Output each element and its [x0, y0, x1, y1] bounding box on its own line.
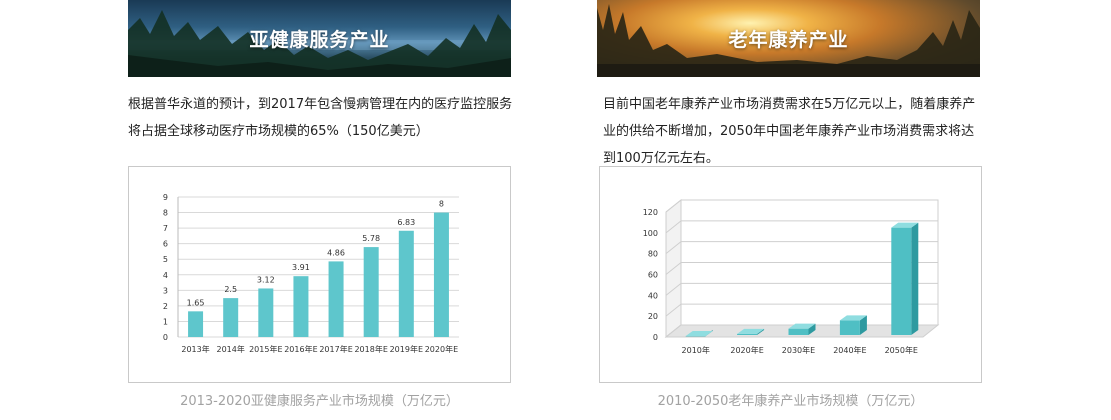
- y-gridline: [665, 282, 682, 296]
- bar: [363, 247, 379, 337]
- bar: [757, 328, 765, 335]
- y-tick-label: 5: [163, 255, 168, 264]
- y-tick-label: 40: [648, 291, 658, 300]
- y-tick-label: 2: [163, 302, 168, 311]
- y-tick-label: 120: [643, 208, 658, 217]
- y-tick-label: 20: [648, 312, 658, 321]
- subhealth-bar-chart: 0 1 2 3 4 5 6 7 8 9 1.65 2013年 2.5 2014年 3.12 2015年E 3.9…: [163, 193, 459, 354]
- subhealth-paragraph: 根据普华永道的预计，到2017年包含慢病管理在内的医疗监控服务将占据全球移动医疗…: [128, 97, 513, 139]
- banner-title: 亚健康服务产业: [249, 29, 390, 51]
- y-gridline: [665, 241, 682, 255]
- data-label: 3.12: [257, 275, 275, 284]
- x-tick-label: 2010年: [682, 345, 710, 355]
- left-column: 亚健康服务产业 根据普华永道的预计，到2017年包含慢病管理在内的医疗监控服务将…: [128, 0, 512, 409]
- x-tick-label: 2017年E: [319, 344, 352, 354]
- data-label: 3.91: [292, 263, 310, 272]
- bar: [737, 328, 765, 334]
- bar: [188, 311, 204, 337]
- y-tick-label: 0: [163, 333, 168, 342]
- bar: [398, 230, 414, 337]
- x-tick-label: 2014年: [217, 344, 245, 354]
- bar: [433, 212, 449, 337]
- x-tick-label: 2018年E: [354, 344, 387, 354]
- y-gridline: [665, 199, 682, 213]
- y-tick-label: 100: [643, 229, 658, 238]
- bar: [839, 315, 867, 321]
- bar: [891, 227, 912, 335]
- y-tick-label: 9: [163, 193, 168, 202]
- bar: [685, 330, 713, 336]
- elderly-care-chart-caption: 2010-2050老年康养产业市场规模（万亿元）: [657, 394, 924, 409]
- y-tick-label: 60: [648, 271, 658, 280]
- right-column: 老年康养产业 目前中国老年康养产业市场消费需求在5万亿元以上，随着康养产业的供给…: [597, 0, 982, 409]
- bar: [891, 222, 919, 228]
- sunset-forest-image: [597, 4, 980, 77]
- x-tick-label: 2019年E: [390, 344, 423, 354]
- y-tick-label: 80: [648, 250, 658, 259]
- bar: [911, 222, 919, 335]
- y-tick-label: 7: [163, 224, 168, 233]
- x-tick-label: 2020年E: [425, 344, 458, 354]
- bar: [788, 328, 809, 335]
- subhealth-chart-caption: 2013-2020亚健康服务产业市场规模（万亿元）: [180, 394, 459, 409]
- data-label: 6.83: [397, 218, 415, 227]
- y-tick-label: 4: [163, 271, 168, 280]
- subhealth-banner: 亚健康服务产业: [128, 0, 511, 77]
- bar: [685, 335, 706, 337]
- elderly-care-chart-frame: 0 20 40 60 80 100 120 2010年 2020年E 2030年E 2040年E 20…: [599, 166, 982, 383]
- subhealth-chart-frame: 0 1 2 3 4 5 6 7 8 9 1.65 2013年 2.5 2014年 3.12 2015年E 3.9…: [128, 166, 511, 383]
- banner-title: 老年康养产业: [728, 29, 849, 51]
- bar: [859, 315, 867, 335]
- bar: [808, 323, 816, 335]
- bar: [293, 276, 309, 337]
- x-tick-label: 2015年E: [249, 344, 282, 354]
- y-tick-label: 8: [163, 209, 168, 218]
- bar: [737, 333, 758, 335]
- elderly-care-paragraph: 目前中国老年康养产业市场消费需求在5万亿元以上，随着康养产业的供给不断增加，20…: [603, 97, 976, 166]
- y-tick-label: 6: [163, 240, 168, 249]
- y-gridline: [665, 220, 682, 234]
- y-tick-label: 1: [163, 317, 168, 326]
- x-tick-label: 2013年: [181, 344, 209, 354]
- x-tick-label: 2040年E: [833, 345, 866, 355]
- y-gridline: [665, 262, 682, 275]
- bar: [788, 323, 816, 329]
- bar: [258, 288, 274, 337]
- bar: [223, 298, 239, 337]
- elderly-care-banner: 老年康养产业: [597, 0, 980, 77]
- y-tick-label: 0: [653, 333, 658, 342]
- x-tick-label: 2030年E: [782, 345, 815, 355]
- y-gridline: [665, 303, 682, 317]
- x-tick-label: 2020年E: [730, 345, 763, 355]
- x-tick-label: 2050年E: [885, 345, 918, 355]
- elderly-care-3d-bar-chart: 0 20 40 60 80 100 120 2010年 2020年E 2030年E 2040年E 20…: [643, 198, 940, 355]
- y-tick-label: 3: [163, 286, 168, 295]
- x-tick-label: 2016年E: [284, 344, 317, 354]
- bar: [839, 320, 860, 335]
- data-label: 5.78: [362, 234, 380, 243]
- data-label: 2.5: [224, 285, 237, 294]
- data-label: 4.86: [327, 248, 345, 257]
- bar: [328, 261, 344, 337]
- y-gridline: [665, 324, 682, 338]
- forest-lake-image: [128, 10, 511, 77]
- data-label: 8: [439, 200, 444, 209]
- data-label: 1.65: [187, 298, 205, 307]
